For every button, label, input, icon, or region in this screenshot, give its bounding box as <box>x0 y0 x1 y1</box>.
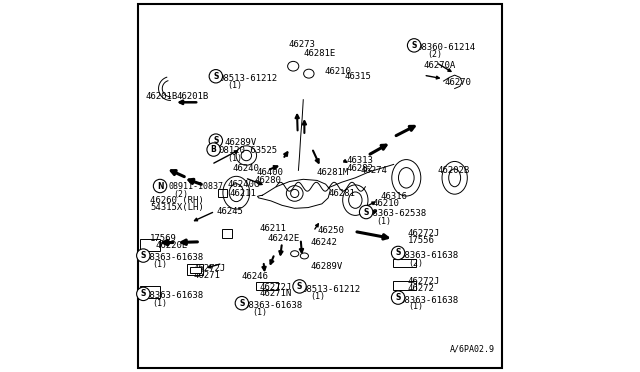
Circle shape <box>360 205 373 219</box>
Text: (1): (1) <box>408 302 424 311</box>
Text: S: S <box>412 41 417 50</box>
Text: 46220E: 46220E <box>156 241 188 250</box>
Text: 46250: 46250 <box>317 226 344 235</box>
Text: 46280: 46280 <box>254 176 281 185</box>
Text: 08363-61638: 08363-61638 <box>145 291 204 300</box>
Text: 46315: 46315 <box>344 72 371 81</box>
Text: 46240: 46240 <box>232 164 259 173</box>
Circle shape <box>408 39 421 52</box>
Text: 46240G: 46240G <box>228 180 260 189</box>
Text: 46281M: 46281M <box>316 169 349 177</box>
Text: 46245: 46245 <box>217 207 244 216</box>
Text: 46242E: 46242E <box>268 234 300 243</box>
Text: 46272J: 46272J <box>408 229 440 238</box>
Text: S: S <box>396 293 401 302</box>
Circle shape <box>207 143 220 156</box>
Text: 46270: 46270 <box>445 78 472 87</box>
Circle shape <box>136 249 150 262</box>
Text: A/6PA02.9: A/6PA02.9 <box>450 344 495 353</box>
Text: 08911-10837: 08911-10837 <box>168 182 223 191</box>
Text: 46270A: 46270A <box>424 61 456 70</box>
Text: 46202B: 46202B <box>437 166 469 174</box>
Text: S: S <box>141 251 146 260</box>
Text: 46272: 46272 <box>408 284 435 293</box>
Text: 46281E: 46281E <box>303 49 335 58</box>
Text: (2): (2) <box>427 50 442 59</box>
Text: 46260 (RH): 46260 (RH) <box>150 196 204 205</box>
Text: 46210: 46210 <box>373 199 400 208</box>
Text: 46282: 46282 <box>346 164 373 173</box>
Circle shape <box>392 291 405 304</box>
Text: 46273: 46273 <box>289 40 316 49</box>
Text: 08513-61212: 08513-61212 <box>301 285 360 294</box>
Text: (2): (2) <box>173 190 188 199</box>
Text: (1): (1) <box>310 292 326 301</box>
Circle shape <box>209 70 223 83</box>
Circle shape <box>209 134 223 147</box>
Text: (1): (1) <box>152 260 168 269</box>
Text: 08513-61212: 08513-61212 <box>219 74 278 83</box>
Text: S: S <box>297 282 302 291</box>
Text: 46316: 46316 <box>380 192 407 201</box>
Text: 46400: 46400 <box>257 169 284 177</box>
Text: 46201B: 46201B <box>145 92 177 101</box>
Text: 08360-61214: 08360-61214 <box>416 43 475 52</box>
Text: 46272J: 46272J <box>408 277 440 286</box>
Text: (1): (1) <box>252 308 268 317</box>
Text: 46211: 46211 <box>260 224 287 233</box>
Text: 08120-63525: 08120-63525 <box>219 146 278 155</box>
Text: (1): (1) <box>228 154 243 163</box>
Text: 17556: 17556 <box>408 236 435 245</box>
Text: 46246: 46246 <box>242 272 269 280</box>
Text: 08363-61638: 08363-61638 <box>145 253 204 262</box>
Text: (2): (2) <box>408 259 424 267</box>
Circle shape <box>235 296 248 310</box>
Text: S: S <box>213 136 218 145</box>
Text: (1): (1) <box>376 217 391 226</box>
Text: 46289V: 46289V <box>224 138 256 147</box>
Text: 46272J: 46272J <box>193 264 226 273</box>
Circle shape <box>154 179 167 193</box>
Text: (1): (1) <box>228 81 243 90</box>
Text: 46313: 46313 <box>347 156 374 165</box>
Text: S: S <box>364 208 369 217</box>
Circle shape <box>136 287 150 301</box>
Text: S: S <box>239 299 244 308</box>
Text: 46272J: 46272J <box>260 283 292 292</box>
Text: B: B <box>211 145 216 154</box>
Text: 08363-61638: 08363-61638 <box>399 251 458 260</box>
Text: 17569: 17569 <box>150 234 177 243</box>
Text: 46210: 46210 <box>324 67 351 76</box>
Text: 08363-61638: 08363-61638 <box>399 296 458 305</box>
Text: N: N <box>157 182 163 190</box>
Text: 46211: 46211 <box>230 189 257 198</box>
Text: (1): (1) <box>152 299 168 308</box>
Text: 46271N: 46271N <box>260 289 292 298</box>
Text: 46271: 46271 <box>193 271 220 280</box>
Text: 46281: 46281 <box>328 189 355 198</box>
Text: 46274: 46274 <box>361 166 388 174</box>
Text: 46289V: 46289V <box>310 262 343 271</box>
Text: 46201B: 46201B <box>177 92 209 101</box>
Text: 08363-61638: 08363-61638 <box>243 301 302 310</box>
Text: 54315X(LH): 54315X(LH) <box>150 203 204 212</box>
FancyBboxPatch shape <box>190 267 200 273</box>
Text: S: S <box>396 248 401 257</box>
Text: S: S <box>141 289 146 298</box>
Text: 08363-62538: 08363-62538 <box>367 209 427 218</box>
Circle shape <box>392 246 405 260</box>
Text: S: S <box>213 72 218 81</box>
Text: 46242: 46242 <box>310 238 337 247</box>
Circle shape <box>293 280 306 293</box>
